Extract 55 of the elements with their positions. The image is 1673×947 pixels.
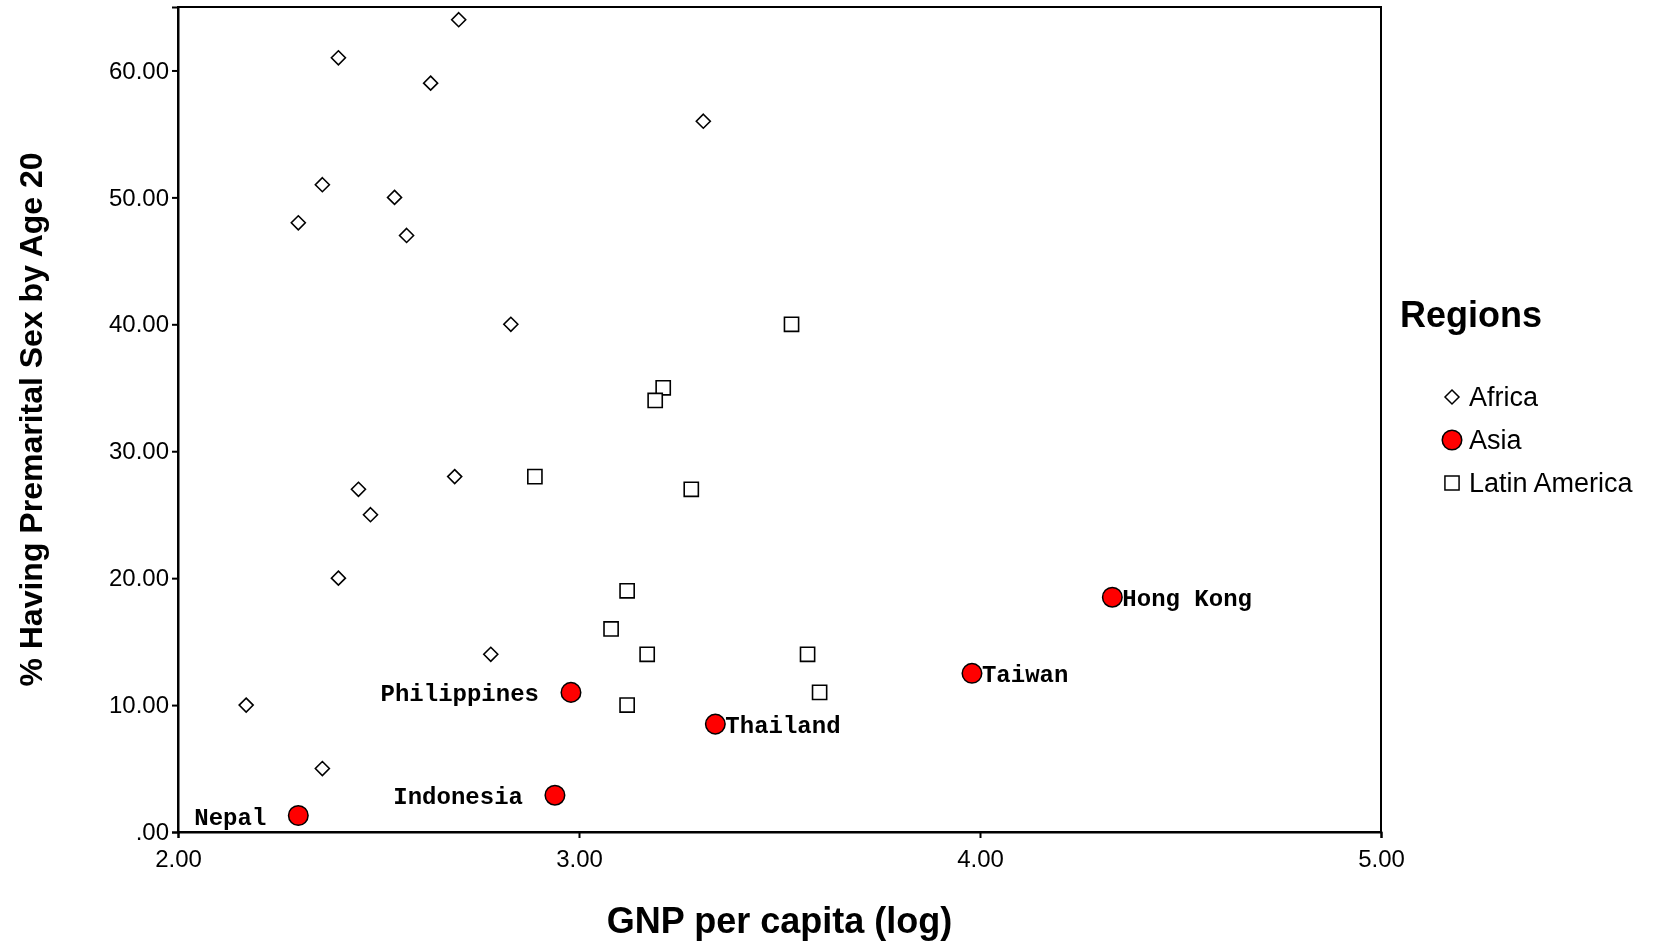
point [290,214,307,231]
x-tick-label: 5.00 [1358,845,1405,873]
point [330,49,347,66]
y-tick-label: 50.00 [108,183,169,211]
point [503,316,519,333]
point [350,481,367,498]
point [647,392,664,409]
point [450,11,467,28]
point [527,468,543,485]
point [619,582,635,599]
point [314,760,331,777]
y-tick-label: 20.00 [108,564,169,592]
annotation: Thailand [725,713,841,741]
y-tick-label: 40.00 [108,310,169,338]
point [1101,586,1123,608]
annotation: Indonesia [393,784,523,812]
annotation: Taiwan [981,662,1069,690]
annotation: Hong Kong [1122,586,1252,614]
point [783,316,800,333]
point [799,646,816,663]
point [544,784,566,806]
point [695,113,712,130]
point [961,662,983,684]
annotation: Philippines [380,681,539,709]
point [560,681,582,703]
annotation: Nepal [194,804,267,832]
point [362,506,379,523]
point [314,176,331,193]
point [238,697,254,713]
x-tick-label: 4.00 [957,845,1004,873]
legend-label: Latin America [1469,468,1634,498]
point [287,805,309,826]
point [655,379,672,396]
y-tick-label: 10.00 [108,691,169,719]
point [422,75,439,91]
y-tick-label: 30.00 [108,437,169,465]
point [386,189,403,206]
point [639,646,656,663]
legend-label: Asia [1469,425,1523,455]
point [330,570,347,586]
x-tick-label: 2.00 [155,845,202,873]
point [603,621,619,637]
point [619,697,635,713]
y-tick-label: 60.00 [108,56,169,84]
y-axis-title: % Having Premarital Sex by Age 20 [13,152,49,687]
legend-label: Africa [1469,382,1539,412]
x-axis-title: GNP per capita (log) [606,900,953,941]
legend-title: Regions [1400,294,1543,335]
point [704,713,726,735]
y-tick-label: .00 [135,818,169,846]
point [482,646,499,663]
x-tick-label: 3.00 [556,845,603,873]
point [446,468,463,485]
point [683,481,700,498]
point [811,684,828,701]
